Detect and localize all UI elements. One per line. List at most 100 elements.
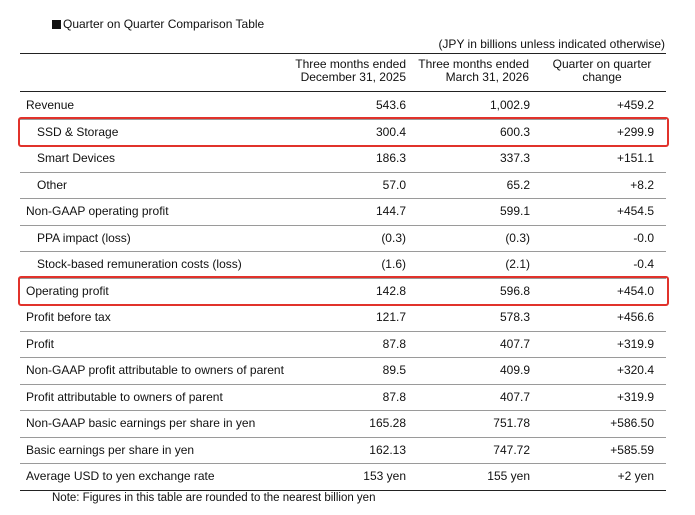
value-qoq-change: +586.50: [610, 416, 654, 430]
value-mar-2026: 600.3: [499, 124, 530, 139]
unit-note: (JPY in billions unless indicated otherw…: [438, 37, 665, 51]
row-divider: [20, 171, 666, 173]
table-footnote: Note: Figures in this table are rounded …: [52, 492, 376, 504]
value-dec-2025: 144.7: [375, 204, 406, 218]
value-mar-2026: 751.78: [493, 416, 530, 430]
table-row: Operating profit 142.8 596.8 +454.0: [20, 278, 666, 304]
value-mar-2026: 596.8: [499, 283, 530, 298]
column-header-mar-2026: Three months ended March 31, 2026: [418, 58, 529, 84]
value-qoq-change: -0.0: [633, 230, 654, 245]
value-dec-2025: 162.13: [369, 442, 406, 457]
column-header-line2: March 31, 2026: [445, 70, 529, 84]
value-qoq-change: +459.2: [616, 98, 654, 112]
value-dec-2025: 165.28: [369, 416, 406, 430]
table-row: Profit 87.8 407.7 +319.9: [20, 331, 666, 357]
value-qoq-change: +8.2: [630, 177, 654, 192]
table-row: Other 57.0 65.2 +8.2: [20, 172, 666, 198]
row-divider: [20, 357, 666, 358]
value-dec-2025: (1.6): [381, 257, 406, 271]
value-mar-2026: 155 yen: [487, 469, 530, 483]
value-qoq-change: +151.1: [616, 151, 654, 165]
value-mar-2026: 578.3: [499, 310, 530, 324]
table-row: Non-GAAP operating profit 144.7 599.1 +454.…: [20, 198, 666, 224]
row-label: Non-GAAP profit attributable to owners o…: [26, 363, 284, 377]
header-top-border: [20, 53, 666, 54]
value-qoq-change: +299.9: [616, 124, 654, 139]
row-label: Operating profit: [26, 283, 109, 298]
value-mar-2026: 409.9: [499, 363, 530, 377]
highlight-box: [18, 275, 669, 306]
value-dec-2025: (0.3): [381, 230, 406, 245]
row-divider: [20, 224, 666, 226]
table-row: Profit before tax 121.7 578.3 +456.6: [20, 304, 666, 330]
value-qoq-change: +585.59: [610, 442, 654, 457]
value-dec-2025: 300.4: [375, 124, 406, 139]
row-divider: [20, 436, 666, 438]
row-divider: [20, 330, 666, 332]
value-qoq-change: +319.9: [616, 389, 654, 404]
table-row: Profit attributable to owners of parent 8…: [20, 384, 666, 410]
table-bottom-border: [20, 489, 666, 491]
row-label: Profit attributable to owners of parent: [26, 389, 223, 404]
table-row: SSD & Storage 300.4 600.3 +299.9: [20, 119, 666, 145]
value-qoq-change: +319.9: [616, 336, 654, 351]
value-dec-2025: 153 yen: [363, 469, 406, 483]
value-dec-2025: 186.3: [375, 151, 406, 165]
value-qoq-change: +320.4: [616, 363, 654, 377]
value-qoq-change: +454.0: [616, 283, 654, 298]
row-divider: [20, 383, 666, 385]
row-label: Revenue: [26, 98, 75, 112]
row-divider: [20, 198, 666, 199]
row-label: Smart Devices: [37, 151, 116, 165]
column-header-line1: Quarter on quarter: [552, 57, 652, 71]
row-label: Other: [37, 177, 68, 192]
row-divider: [20, 251, 666, 252]
value-dec-2025: 121.7: [375, 310, 406, 324]
value-qoq-change: +454.5: [616, 204, 654, 218]
row-label: Profit: [26, 336, 55, 351]
header-bottom-border: [20, 91, 666, 92]
table-row: Revenue 543.6 1,002.9 +459.2: [20, 92, 666, 118]
row-divider: [20, 118, 666, 120]
row-label: SSD & Storage: [37, 124, 119, 139]
value-mar-2026: (2.1): [505, 257, 530, 271]
table-row: PPA impact (loss) (0.3) (0.3) -0.0: [20, 225, 666, 251]
table-row: Smart Devices 186.3 337.3 +151.1: [20, 145, 666, 171]
table-row: Basic earnings per share in yen 162.13 747…: [20, 437, 666, 463]
row-label: Stock-based remuneration costs (loss): [37, 257, 242, 271]
column-header-line2: December 31, 2025: [300, 70, 406, 84]
table-title-text: Quarter on Quarter Comparison Table: [63, 17, 265, 31]
row-label: Profit before tax: [26, 310, 111, 324]
row-label: Non-GAAP basic earnings per share in yen: [26, 416, 256, 430]
value-dec-2025: 87.8: [382, 336, 406, 351]
row-label: Basic earnings per share in yen: [26, 442, 195, 457]
column-header-line2: change: [582, 70, 622, 84]
value-dec-2025: 543.6: [375, 98, 406, 112]
value-qoq-change: -0.4: [633, 257, 654, 271]
row-divider: [20, 410, 666, 411]
value-mar-2026: 599.1: [499, 204, 530, 218]
table-title: Quarter on Quarter Comparison Table: [52, 16, 264, 32]
value-mar-2026: 407.7: [499, 336, 530, 351]
value-mar-2026: 407.7: [499, 389, 530, 404]
value-mar-2026: 747.72: [493, 442, 530, 457]
value-dec-2025: 57.0: [382, 177, 406, 192]
value-mar-2026: 1,002.9: [489, 98, 530, 112]
value-dec-2025: 89.5: [382, 363, 406, 377]
row-label: PPA impact (loss): [37, 230, 131, 245]
column-header-line1: Three months ended: [295, 57, 406, 71]
table-row: Stock-based remuneration costs (loss) (1.…: [20, 251, 666, 277]
table-row: Average USD to yen exchange rate 153 yen 1…: [20, 463, 666, 489]
value-qoq-change: +456.6: [616, 310, 654, 324]
column-header-qoq-change: Quarter on quarter change: [534, 58, 670, 84]
value-dec-2025: 87.8: [382, 389, 406, 404]
value-mar-2026: (0.3): [505, 230, 530, 245]
column-header-line1: Three months ended: [418, 57, 529, 71]
black-square-icon: [52, 20, 61, 29]
row-divider: [20, 277, 666, 279]
highlight-box: [18, 116, 669, 147]
row-divider: [20, 463, 666, 464]
value-mar-2026: 337.3: [499, 151, 530, 165]
value-dec-2025: 142.8: [375, 283, 406, 298]
table-row: Non-GAAP profit attributable to owners o…: [20, 357, 666, 383]
